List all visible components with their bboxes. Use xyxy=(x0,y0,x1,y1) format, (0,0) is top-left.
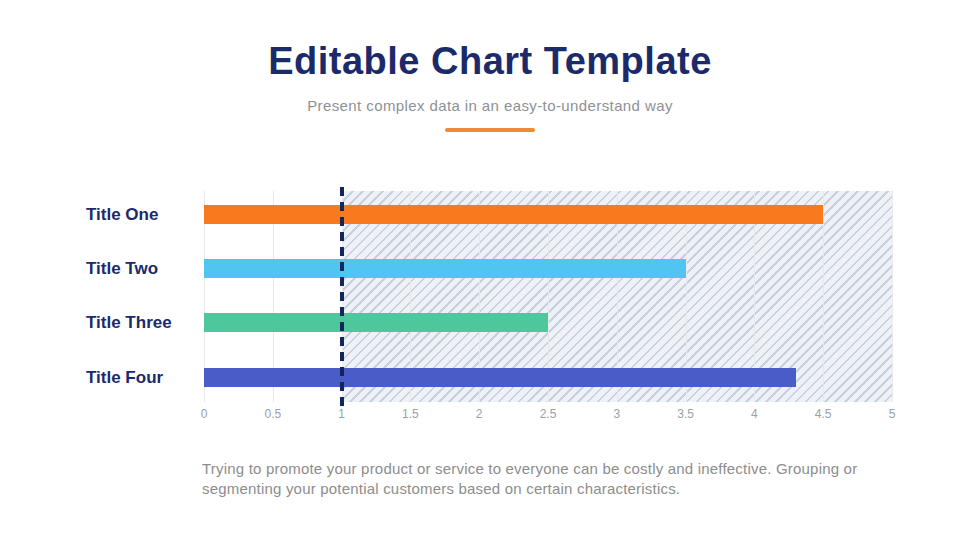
gridline-x-5 xyxy=(892,191,893,402)
slide: Editable Chart Template Present complex … xyxy=(0,0,980,551)
category-label-title-four: Title Four xyxy=(86,367,201,388)
x-tick-label-1: 1 xyxy=(338,407,345,421)
gridline-x-4-5 xyxy=(823,191,824,402)
x-tick-label-3: 3 xyxy=(613,407,620,421)
x-tick-label-4: 4 xyxy=(751,407,758,421)
x-tick-label-1-5: 1.5 xyxy=(402,407,419,421)
x-tick-label-0-5: 0.5 xyxy=(264,407,281,421)
reference-line xyxy=(340,187,344,406)
footer-text: Trying to promote your product or servic… xyxy=(202,459,897,499)
x-tick-label-4-5: 4.5 xyxy=(815,407,832,421)
plot-area xyxy=(204,191,892,402)
x-tick-label-0: 0 xyxy=(201,407,208,421)
x-tick-label-2-5: 2.5 xyxy=(540,407,557,421)
bar-chart: 0 0.5 1 1.5 2 2.5 3 3.5 4 4.5 5 Title One Title Two T… xyxy=(0,0,980,430)
category-label-title-one: Title One xyxy=(86,204,201,225)
category-label-title-three: Title Three xyxy=(86,312,201,333)
x-tick-label-2: 2 xyxy=(476,407,483,421)
bar-title-two xyxy=(204,259,686,278)
category-label-title-two: Title Two xyxy=(86,258,201,279)
bar-title-three xyxy=(204,313,548,332)
x-tick-label-5: 5 xyxy=(889,407,896,421)
x-tick-label-3-5: 3.5 xyxy=(677,407,694,421)
bar-title-four xyxy=(204,368,796,387)
bar-title-one xyxy=(204,205,823,224)
